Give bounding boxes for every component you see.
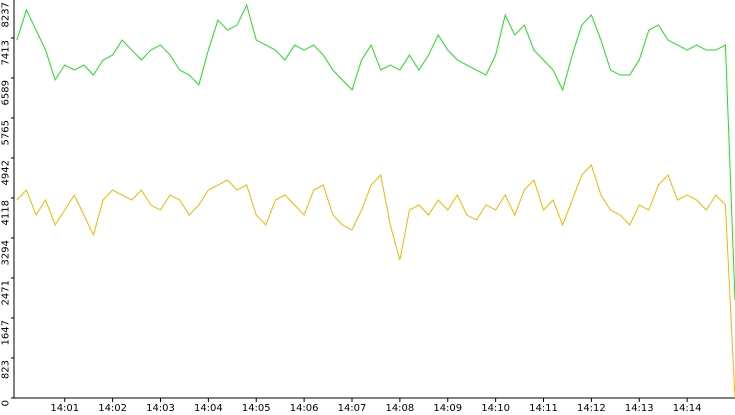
x-tick-label: 14:05 [242, 403, 271, 414]
y-tick-label: 6589 [0, 80, 11, 105]
y-tick-label: 4942 [0, 160, 11, 185]
y-tick-label: 5765 [0, 120, 11, 145]
x-tick-label: 14:01 [50, 403, 79, 414]
y-tick-label: 823 [0, 360, 11, 379]
y-tick-label: 4118 [0, 200, 11, 225]
series-line [16, 3, 735, 301]
x-tick-label: 14:14 [673, 403, 702, 414]
y-tick-label: 3294 [0, 240, 11, 265]
y-tick-label: 7413 [0, 40, 11, 65]
x-tick-label: 14:09 [433, 403, 462, 414]
x-tick-label: 14:12 [577, 403, 606, 414]
x-tick-label: 14:10 [481, 403, 510, 414]
x-tick-label: 14:04 [194, 403, 223, 414]
x-tick-label: 14:07 [338, 403, 367, 414]
series-line [16, 164, 735, 399]
x-tick-label: 14:06 [290, 403, 319, 414]
x-tick-label: 14:08 [385, 403, 414, 414]
x-tick-label: 14:11 [529, 403, 558, 414]
x-tick-label: 14:02 [98, 403, 127, 414]
x-tick-label: 14:13 [625, 403, 654, 414]
y-tick-label: 8237 [0, 2, 11, 27]
y-tick-label: 1647 [0, 320, 11, 345]
y-tick-label: 0 [0, 400, 11, 406]
x-tick-label: 14:03 [146, 403, 175, 414]
y-tick-label: 2471 [0, 280, 11, 305]
